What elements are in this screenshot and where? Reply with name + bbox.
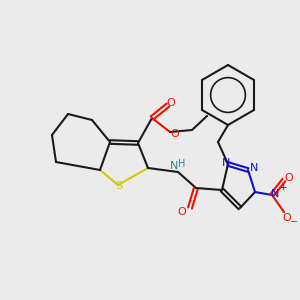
Text: N: N — [222, 158, 230, 168]
Text: O: O — [283, 213, 291, 223]
Text: O: O — [171, 129, 179, 139]
Text: +: + — [279, 184, 287, 193]
Text: N: N — [250, 163, 258, 173]
Text: O: O — [178, 207, 186, 217]
Text: O: O — [167, 98, 176, 108]
Text: S: S — [116, 181, 123, 191]
Text: −: − — [290, 217, 298, 227]
Text: O: O — [285, 173, 293, 183]
Text: N: N — [271, 189, 279, 199]
Text: N: N — [170, 161, 178, 171]
Text: H: H — [178, 159, 186, 169]
